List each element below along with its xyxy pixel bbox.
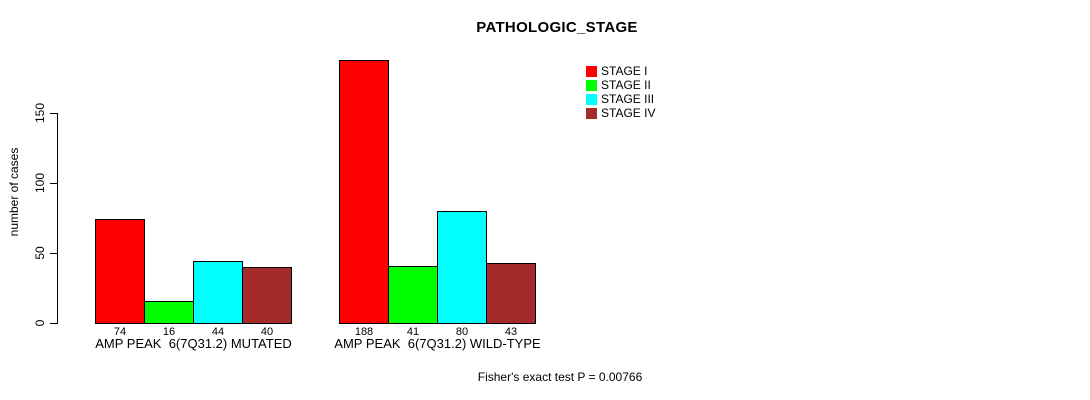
y-axis-tick-label: 150 [33, 102, 47, 124]
legend-color-swatch [586, 65, 597, 77]
bar-value-label: 74 [113, 326, 127, 338]
bar [437, 211, 487, 324]
bar [486, 263, 536, 324]
legend-row: STAGE II [586, 78, 655, 92]
y-axis-tick-label: 100 [33, 172, 47, 194]
bar-value-label: 40 [260, 326, 274, 338]
bar [388, 266, 438, 324]
y-axis-tick [50, 323, 57, 324]
y-axis-label: number of cases [7, 147, 21, 237]
legend-label: STAGE IV [601, 106, 656, 120]
legend-color-swatch [586, 79, 597, 91]
group-label: AMP PEAK 6(7Q31.2) WILD-TYPE [334, 336, 541, 351]
y-axis-line [57, 113, 58, 324]
bar-value-label: 16 [162, 326, 176, 338]
legend-color-swatch [586, 93, 597, 105]
bar-value-label: 41 [406, 326, 420, 338]
chart-title: PATHOLOGIC_STAGE [476, 19, 638, 36]
legend: STAGE I STAGE II STAGE III STAGE IV [586, 64, 655, 120]
legend-label: STAGE I [601, 64, 648, 78]
bar [339, 60, 389, 324]
bar [193, 261, 243, 324]
bar [242, 267, 292, 324]
y-axis-tick-label: 0 [33, 319, 47, 327]
y-axis-tick [50, 253, 57, 254]
bar [95, 219, 145, 324]
bar-value-label: 188 [354, 326, 374, 338]
bar-value-label: 80 [455, 326, 469, 338]
legend-label: STAGE III [601, 92, 655, 106]
legend-row: STAGE IV [586, 106, 655, 120]
bar-value-label: 43 [504, 326, 518, 338]
legend-row: STAGE III [586, 92, 655, 106]
y-axis-tick [50, 113, 57, 114]
legend-row: STAGE I [586, 64, 655, 78]
bar-value-label: 44 [211, 326, 225, 338]
fisher-test-annotation: Fisher's exact test P = 0.00766 [477, 370, 643, 384]
y-axis-tick-label: 50 [33, 246, 47, 260]
legend-label: STAGE II [601, 78, 651, 92]
legend-color-swatch [586, 107, 597, 119]
bar [144, 301, 194, 324]
group-label: AMP PEAK 6(7Q31.2) MUTATED [95, 336, 292, 351]
y-axis-tick [50, 183, 57, 184]
